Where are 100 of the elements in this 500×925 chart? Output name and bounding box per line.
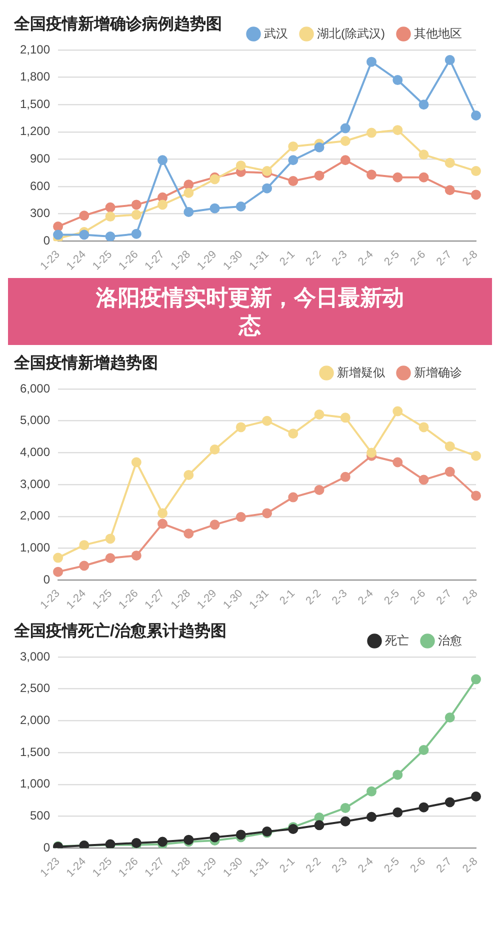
point: [158, 508, 168, 518]
x-tick-label: 2-1: [278, 856, 298, 876]
point: [158, 200, 168, 210]
legend-label: 新增疑似: [337, 365, 385, 380]
point: [418, 474, 429, 485]
y-tick-label: 0: [43, 572, 50, 586]
point: [366, 128, 377, 138]
point: [314, 170, 324, 181]
point: [79, 210, 90, 221]
point: [262, 508, 272, 518]
x-tick-label: 2-3: [330, 588, 350, 608]
y-tick-label: 0: [43, 233, 50, 248]
y-tick-label: 5,000: [20, 413, 50, 428]
y-tick-label: 2,100: [20, 42, 50, 56]
point: [444, 466, 455, 477]
point: [340, 412, 350, 423]
point: [340, 802, 350, 813]
point: [236, 422, 246, 432]
point: [288, 141, 298, 152]
x-tick-label: 2-4: [356, 588, 376, 608]
legend-label: 其他地区: [414, 26, 462, 40]
point: [184, 206, 194, 217]
point: [158, 155, 168, 166]
point: [366, 170, 377, 180]
text: 洛阳疫情实时更新，今日最新动态: [94, 284, 405, 339]
point: [366, 448, 377, 458]
point: [418, 802, 429, 812]
y-tick-label: 500: [30, 808, 50, 823]
x-tick-label: 2-6: [408, 248, 428, 268]
point: [288, 492, 298, 502]
y-tick-label: 1,200: [20, 124, 50, 138]
x-tick-label: 2-1: [278, 248, 298, 268]
x-tick-label: 2-7: [434, 248, 454, 268]
point: [236, 202, 246, 212]
point: [366, 786, 377, 796]
legend-label: 死亡: [385, 633, 409, 648]
point: [210, 444, 220, 455]
point: [288, 176, 298, 186]
point: [184, 188, 194, 198]
point: [53, 230, 64, 240]
point: [340, 472, 350, 482]
chart-title: 全国疫情新增趋势图: [14, 353, 158, 374]
point: [314, 484, 324, 495]
point: [444, 158, 455, 168]
legend-label: 治愈: [438, 633, 462, 648]
point: [210, 520, 220, 530]
point: [184, 180, 194, 190]
point: [210, 832, 220, 842]
point: [314, 820, 324, 830]
y-tick-label: 1,000: [20, 540, 50, 555]
y-tick-label: 1,500: [20, 744, 50, 759]
point: [131, 200, 142, 210]
point: [262, 183, 272, 194]
y-tick-label: 6,000: [20, 381, 50, 396]
point: [444, 797, 455, 808]
point: [392, 125, 403, 136]
point: [471, 110, 481, 121]
x-tick-label: 2-3: [330, 248, 350, 268]
y-tick-label: 3,000: [20, 649, 50, 664]
point: [366, 56, 377, 67]
point: [184, 470, 194, 480]
point: [471, 674, 481, 684]
x-tick-label: 2-5: [382, 588, 402, 608]
point: [418, 422, 429, 432]
point: [131, 550, 142, 561]
point: [444, 185, 455, 196]
point: [105, 212, 116, 222]
point: [444, 712, 455, 723]
point: [158, 518, 168, 529]
x-tick-label: 2-5: [382, 248, 402, 268]
point: [392, 172, 403, 182]
x-tick-label: 2-2: [304, 856, 324, 876]
x-tick-label: 2-8: [460, 856, 480, 876]
point: [288, 155, 298, 166]
point: [392, 406, 403, 416]
point: [131, 210, 142, 220]
point: [236, 830, 246, 840]
point: [392, 457, 403, 468]
point: [210, 203, 220, 214]
point: [79, 230, 90, 240]
chart-title: 全国疫情死亡/治愈累计趋势图: [14, 621, 226, 642]
point: [184, 528, 194, 539]
point: [158, 836, 168, 847]
y-tick-label: 1,800: [20, 70, 50, 84]
x-tick-label: 2-1: [278, 588, 298, 608]
point: [340, 816, 350, 826]
x-tick-label: 2-4: [356, 856, 376, 876]
y-tick-label: 600: [30, 178, 50, 193]
point: [288, 428, 298, 439]
y-tick-label: 0: [43, 840, 50, 854]
y-tick-label: 2,000: [20, 713, 50, 728]
y-tick-label: 900: [30, 152, 50, 166]
point: [471, 190, 481, 200]
point: [105, 553, 116, 564]
y-tick-label: 2,500: [20, 681, 50, 696]
point: [53, 566, 64, 577]
x-tick-label: 2-2: [304, 248, 324, 268]
point: [131, 228, 142, 239]
point: [392, 75, 403, 86]
x-tick-label: 2-7: [434, 856, 454, 876]
